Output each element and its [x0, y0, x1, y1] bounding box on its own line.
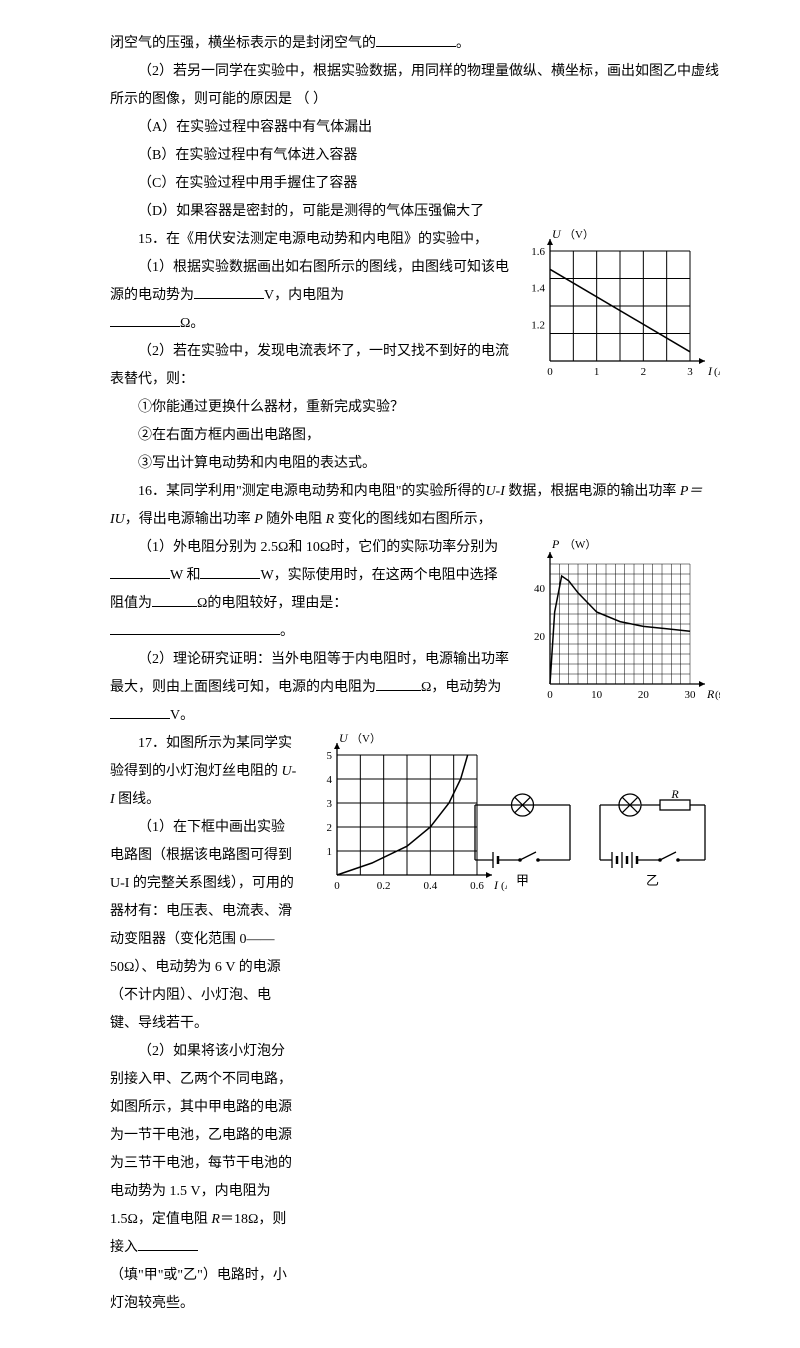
blank — [194, 285, 264, 299]
q16-chart: 20 40 0 10 20 30 P （W） R(Ω) — [510, 534, 720, 714]
intro-section: 闭空气的压强，横坐标表示的是封闭空气的。 （2）若另一同学在实验中，根据实验数据… — [110, 30, 720, 226]
option-c: （C）在实验过程中用手握住了容器 — [110, 170, 720, 198]
q15-section: 15．在《用伏安法测定电源电动势和内电阻》的实验中， （1）根据实验数据画出如右… — [110, 226, 720, 478]
option-d: （D）如果容器是密封的，可能是测得的气体压强偏大了 — [110, 198, 720, 226]
svg-text:20: 20 — [638, 689, 650, 701]
blank — [110, 313, 180, 327]
svg-text:U: U — [552, 227, 562, 241]
option-a: （A）在实验过程中容器中有气体漏出 — [110, 114, 720, 142]
svg-text:1.2: 1.2 — [531, 319, 545, 331]
svg-text:30: 30 — [685, 689, 697, 701]
q15-chart: 1.2 1.4 1.6 0 1 2 3 U（V） I(A) — [510, 226, 720, 396]
svg-text:(Ω): (Ω) — [715, 689, 720, 701]
q17-p1: 17．如图所示为某同学实验得到的小灯泡灯丝电阻的 U-I 图线。 — [110, 730, 297, 814]
svg-text:5: 5 — [326, 750, 332, 762]
q15-p2: （2）若在实验中，发现电流表坏了，一时又找不到好的电流表替代，则： — [110, 338, 510, 394]
blank — [152, 593, 197, 607]
svg-text:U: U — [339, 731, 349, 745]
q16-p2: （1）外电阻分别为 2.5Ω和 10Ω时，它们的实际功率分别为W 和W，实际使用… — [110, 534, 510, 618]
q16-p1: 16．某同学利用"测定电源电动势和内电阻"的实验所得的U-I 数据，根据电源的输… — [110, 478, 720, 534]
svg-text:甲: 甲 — [516, 873, 529, 888]
q15-p5: ③写出计算电动势和内电阻的表达式。 — [110, 450, 510, 478]
q15-p4: ②在右面方框内画出电路图， — [110, 422, 510, 450]
svg-text:（V）: （V） — [564, 228, 594, 241]
svg-text:（W）: （W） — [564, 538, 596, 551]
q17-p3: （2）如果将该小灯泡分别接入甲、乙两个不同电路，如图所示，其中甲电路的电源为一节… — [110, 1038, 297, 1318]
svg-text:1: 1 — [326, 846, 332, 858]
q16-p3: （2）理论研究证明：当外电阻等于内电阻时，电源输出功率最大，则由上面图线可知，电… — [110, 646, 510, 730]
q17-section: 17．如图所示为某同学实验得到的小灯泡灯丝电阻的 U-I 图线。 （1）在下框中… — [110, 730, 720, 1318]
svg-text:P: P — [551, 537, 560, 551]
q15-title: 15．在《用伏安法测定电源电动势和内电阻》的实验中， — [110, 226, 510, 254]
svg-text:（V）: （V） — [351, 732, 381, 745]
blank — [376, 33, 456, 47]
blank — [110, 565, 170, 579]
svg-text:1: 1 — [594, 366, 600, 378]
svg-text:2: 2 — [641, 366, 647, 378]
q15-p1: （1）根据实验数据画出如右图所示的图线，由图线可知该电源的电动势为V，内电阻为 — [110, 254, 510, 310]
svg-text:0: 0 — [547, 689, 553, 701]
svg-text:3: 3 — [687, 366, 693, 378]
blank — [200, 565, 260, 579]
svg-text:0.2: 0.2 — [376, 880, 390, 892]
option-b: （B）在实验过程中有气体进入容器 — [110, 142, 720, 170]
svg-text:3: 3 — [326, 798, 332, 810]
blank — [138, 1237, 198, 1251]
q15-p3: ①你能通过更换什么器材，重新完成实验？ — [110, 394, 510, 422]
svg-text:40: 40 — [534, 583, 546, 595]
svg-text:0.4: 0.4 — [423, 880, 437, 892]
svg-text:乙: 乙 — [646, 873, 659, 888]
blank — [110, 705, 170, 719]
svg-text:(A): (A) — [714, 366, 720, 378]
blank — [376, 677, 421, 691]
svg-text:2: 2 — [326, 822, 332, 834]
intro-line1: 闭空气的压强，横坐标表示的是封闭空气的。 — [110, 30, 720, 58]
svg-text:1.4: 1.4 — [531, 283, 545, 295]
svg-text:0: 0 — [334, 880, 340, 892]
svg-text:0: 0 — [547, 366, 553, 378]
blank — [110, 621, 280, 635]
svg-text:R: R — [706, 687, 715, 701]
svg-text:I: I — [707, 364, 713, 378]
svg-text:4: 4 — [326, 774, 332, 786]
q17-circuits: 甲 R 乙 — [460, 790, 720, 905]
svg-text:10: 10 — [591, 689, 603, 701]
svg-text:1.6: 1.6 — [531, 246, 545, 258]
svg-text:R: R — [670, 790, 679, 801]
intro-line2: （2）若另一同学在实验中，根据实验数据，用同样的物理量做纵、横坐标，画出如图乙中… — [110, 58, 720, 114]
q17-p2: （1）在下框中画出实验电路图（根据该电路图可得到 U-I 的完整关系图线），可用… — [110, 814, 297, 1038]
svg-text:20: 20 — [534, 631, 546, 643]
q16-section: 16．某同学利用"测定电源电动势和内电阻"的实验所得的U-I 数据，根据电源的输… — [110, 478, 720, 730]
